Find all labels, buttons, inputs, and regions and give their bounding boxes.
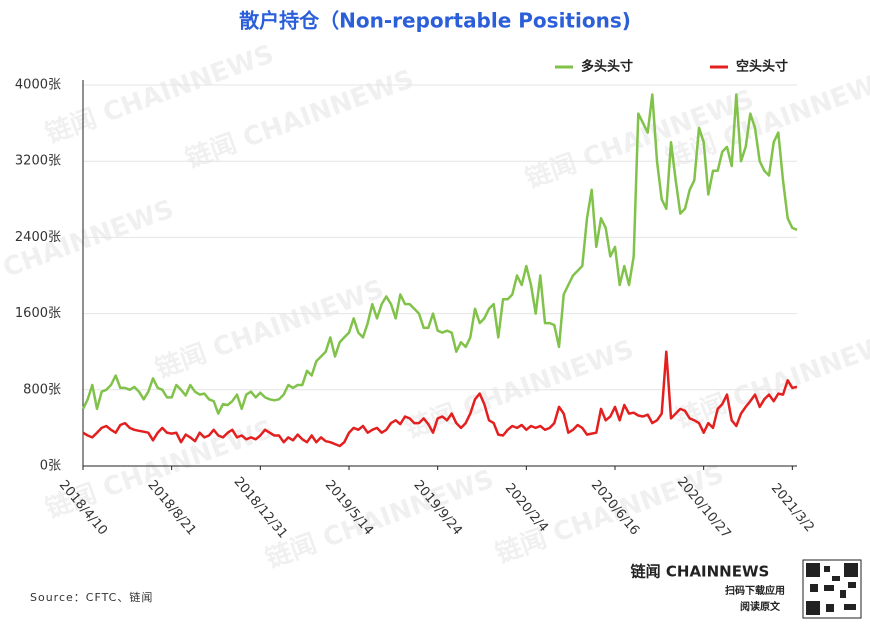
watermark: 链闻 CHAINNEWS bbox=[151, 273, 387, 384]
x-tick-label: 2018/12/31 bbox=[231, 474, 291, 541]
x-tick-label: 2021/3/2 bbox=[768, 481, 817, 535]
x-tick-label: 2020/2/4 bbox=[502, 481, 551, 535]
x-tick-label: 2018/8/21 bbox=[144, 478, 198, 539]
chart-title: 散户持仓（Non-reportable Positions) bbox=[239, 9, 631, 33]
watermark: 链闻 CHAINNEWS bbox=[401, 333, 637, 444]
watermark: 链闻 CHAINNEWS bbox=[0, 193, 178, 304]
qr-code bbox=[802, 559, 862, 619]
source: Source：CFTC、链闻 bbox=[30, 590, 153, 604]
logo-line1: 扫码下载应用 bbox=[725, 584, 785, 597]
legend-label: 空头头寸 bbox=[736, 59, 788, 75]
watermark: 链闻 CHAINNEWS bbox=[261, 463, 497, 574]
series-line bbox=[81, 93, 798, 415]
series-line bbox=[82, 350, 798, 448]
y-tick-label: 0张 bbox=[40, 459, 61, 474]
y-tick-label: 3200张 bbox=[15, 154, 61, 169]
logo-brand: 链闻 CHAINNEWS bbox=[631, 563, 770, 581]
y-tick-label: 1600张 bbox=[15, 306, 61, 321]
y-tick-label: 2400张 bbox=[15, 230, 61, 245]
watermark: 链闻 CHAINNEWS bbox=[671, 323, 870, 434]
y-tick-label: 800张 bbox=[23, 382, 61, 397]
legend-label: 多头头寸 bbox=[581, 59, 633, 75]
logo-line2: 阅读原文 bbox=[740, 600, 781, 613]
y-tick-label: 4000张 bbox=[15, 78, 61, 93]
